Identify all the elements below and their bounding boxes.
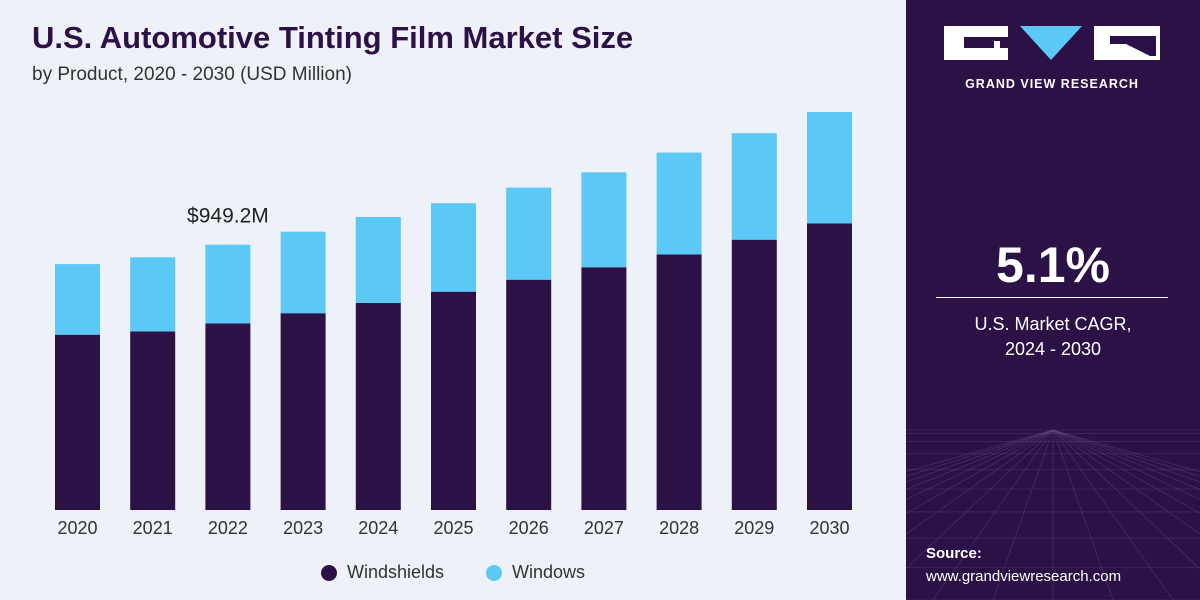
bar-windows-2026 — [506, 187, 552, 280]
x-tick-label-2030: 2030 — [809, 518, 849, 538]
cagr-label: U.S. Market CAGR, 2024 - 2030 — [906, 312, 1200, 362]
data-label-2022: $949.2M — [187, 205, 269, 228]
bar-windshields-2021 — [130, 331, 176, 510]
bar-windows-2030 — [807, 112, 852, 224]
x-tick-label-2029: 2029 — [734, 518, 774, 538]
bar-windshields-2029 — [731, 239, 777, 510]
gvr-logo-icon — [944, 26, 1160, 60]
legend-label-windows: Windows — [512, 562, 586, 582]
x-tick-label-2025: 2025 — [433, 518, 473, 538]
legend-label-windshields: Windshields — [346, 562, 444, 582]
bar-windows-2024 — [355, 217, 401, 303]
bar-windshields-2024 — [355, 302, 401, 510]
source-url[interactable]: www.grandviewresearch.com — [926, 568, 1122, 585]
x-tick-label-2027: 2027 — [584, 518, 624, 538]
bar-windshields-2022 — [205, 323, 251, 510]
source-label: Source: — [926, 545, 982, 562]
cagr-divider — [936, 297, 1168, 298]
bar-windshields-2028 — [656, 254, 702, 510]
bar-windows-2022 — [205, 244, 251, 324]
bar-windshields-2030 — [807, 223, 852, 510]
bar-windows-2029 — [731, 133, 777, 240]
chart-panel: 2020 2021 2022 2023 2024 2025 2026 2027 2028 2029… — [0, 0, 906, 600]
legend-swatch-windows — [486, 564, 502, 581]
cagr-value: 5.1% — [996, 237, 1110, 293]
x-tick-label-2021: 2021 — [133, 518, 173, 538]
cagr-label-line2: 2024 - 2030 — [1004, 339, 1102, 359]
bar-windows-2023 — [280, 231, 326, 314]
bar-windshields-2023 — [280, 313, 326, 510]
bar-windows-2027 — [581, 172, 627, 268]
bar-windows-2028 — [656, 152, 702, 255]
bar-windshields-2026 — [506, 279, 552, 510]
brand-logo: GRAND VIEW RESEARCH — [942, 24, 1162, 91]
x-tick-label-2028: 2028 — [659, 518, 699, 538]
x-tick-label-2022: 2022 — [208, 518, 248, 538]
x-tick-label-2023: 2023 — [283, 518, 323, 538]
bar-windshields-2020 — [55, 334, 100, 510]
bar-chart: 2020 2021 2022 2023 2024 2025 2026 2027 2028 2029… — [55, 112, 852, 538]
grid-decoration — [906, 429, 1200, 600]
bar-windows-2020 — [55, 264, 100, 335]
brand-name: GRAND VIEW RESEARCH — [965, 77, 1139, 91]
x-tick-label-2020: 2020 — [57, 518, 97, 538]
info-sidebar: GRAND VIEW RESEARCH 5.1% U.S. Market CAG… — [906, 0, 1200, 600]
chart-title: U.S. Automotive Tinting Film Market Size — [32, 20, 634, 55]
legend-item-windshields: Windshields — [320, 562, 444, 583]
legend-item-windows: Windows — [486, 562, 585, 583]
x-tick-label-2026: 2026 — [509, 518, 549, 538]
chart-subtitle: by Product, 2020 - 2030 (USD Million) — [32, 64, 352, 85]
cagr-label-line1: U.S. Market CAGR, — [974, 314, 1132, 334]
bar-windows-2025 — [431, 203, 476, 292]
bar-windshields-2027 — [581, 267, 627, 510]
legend-swatch-windshields — [320, 564, 337, 581]
x-tick-label-2024: 2024 — [358, 518, 398, 538]
chart-legend: Windshields Windows — [0, 562, 906, 583]
bar-windows-2021 — [130, 257, 176, 332]
bar-windshields-2025 — [431, 291, 476, 510]
